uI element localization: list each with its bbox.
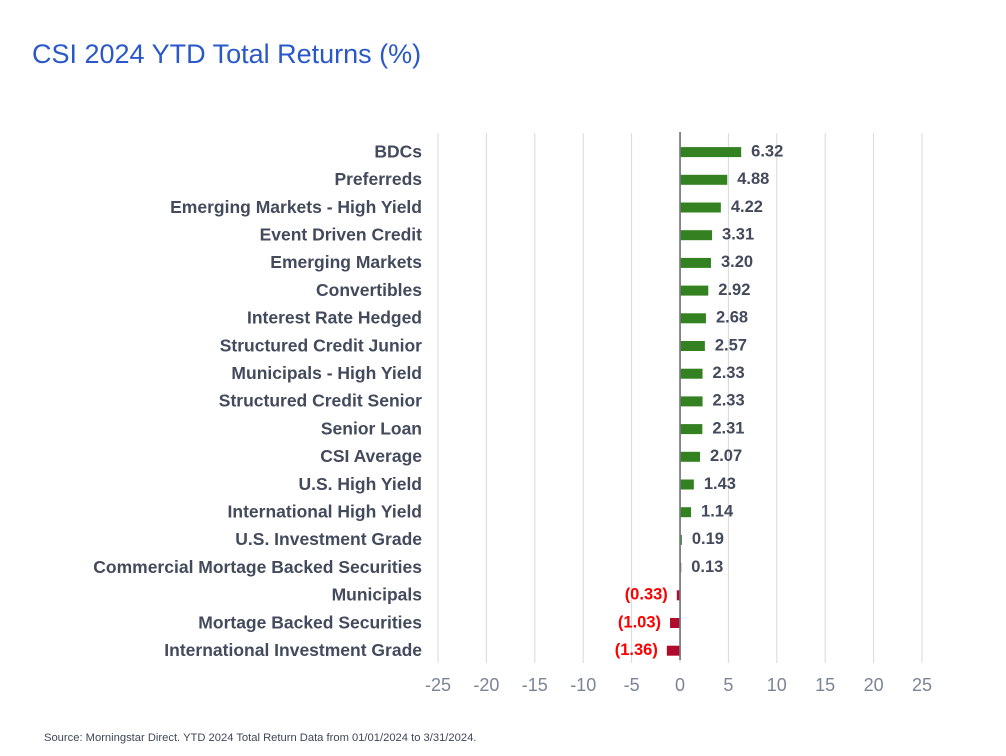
svg-text:International High Yield: International High Yield — [228, 502, 422, 522]
svg-text:15: 15 — [815, 675, 835, 695]
svg-text:-15: -15 — [522, 675, 548, 695]
svg-text:(1.36): (1.36) — [615, 641, 658, 659]
svg-text:International Investment Grade: International Investment Grade — [164, 640, 422, 660]
svg-text:Mortage Backed Securities: Mortage Backed Securities — [198, 612, 422, 632]
svg-text:Structured Credit Junior: Structured Credit Junior — [220, 335, 422, 355]
svg-text:4.88: 4.88 — [737, 170, 769, 188]
svg-text:10: 10 — [767, 675, 787, 695]
svg-text:0.19: 0.19 — [692, 530, 724, 548]
svg-text:2.31: 2.31 — [712, 419, 744, 437]
svg-text:Interest Rate Hedged: Interest Rate Hedged — [247, 308, 422, 328]
svg-text:2.57: 2.57 — [715, 336, 747, 354]
svg-text:6.32: 6.32 — [751, 142, 783, 160]
svg-text:2.68: 2.68 — [716, 309, 748, 327]
svg-text:BDCs: BDCs — [374, 141, 422, 161]
svg-text:Structured Credit Senior: Structured Credit Senior — [219, 391, 422, 411]
svg-text:(1.03): (1.03) — [618, 613, 661, 631]
svg-text:20: 20 — [864, 675, 884, 695]
svg-text:1.43: 1.43 — [704, 475, 736, 493]
svg-text:Preferreds: Preferreds — [334, 169, 422, 189]
svg-text:Event Driven Credit: Event Driven Credit — [260, 225, 423, 245]
svg-text:Emerging Markets - High Yield: Emerging Markets - High Yield — [170, 197, 422, 217]
svg-text:-5: -5 — [624, 675, 640, 695]
svg-text:5: 5 — [723, 675, 733, 695]
svg-text:1.14: 1.14 — [701, 503, 734, 521]
svg-text:Emerging Markets: Emerging Markets — [270, 252, 422, 272]
svg-text:2.92: 2.92 — [718, 281, 750, 299]
svg-text:0.13: 0.13 — [691, 558, 723, 576]
svg-text:3.20: 3.20 — [721, 253, 753, 271]
svg-text:-10: -10 — [570, 675, 596, 695]
svg-text:Commercial Mortage Backed Secu: Commercial Mortage Backed Securities — [93, 557, 422, 577]
svg-text:(0.33): (0.33) — [625, 586, 668, 604]
svg-text:2.33: 2.33 — [713, 392, 745, 410]
svg-text:Source: Morningstar Direct. YT: Source: Morningstar Direct. YTD 2024 Tot… — [44, 732, 476, 744]
svg-text:25: 25 — [912, 675, 932, 695]
svg-text:CSI Average: CSI Average — [320, 446, 422, 466]
svg-text:U.S. High Yield: U.S. High Yield — [299, 474, 423, 494]
svg-text:Senior Loan: Senior Loan — [321, 418, 422, 438]
svg-text:-25: -25 — [425, 675, 451, 695]
svg-text:U.S. Investment Grade: U.S. Investment Grade — [235, 529, 422, 549]
svg-text:Municipals: Municipals — [332, 585, 423, 605]
svg-text:CSI 2024 YTD Total Returns (%): CSI 2024 YTD Total Returns (%) — [32, 39, 421, 69]
svg-text:Convertibles: Convertibles — [316, 280, 422, 300]
svg-text:Municipals - High Yield: Municipals - High Yield — [231, 363, 422, 383]
svg-text:-20: -20 — [473, 675, 499, 695]
svg-text:4.22: 4.22 — [731, 198, 763, 216]
svg-text:3.31: 3.31 — [722, 226, 754, 244]
svg-text:2.07: 2.07 — [710, 447, 742, 465]
svg-text:0: 0 — [675, 675, 685, 695]
svg-text:2.33: 2.33 — [713, 364, 745, 382]
